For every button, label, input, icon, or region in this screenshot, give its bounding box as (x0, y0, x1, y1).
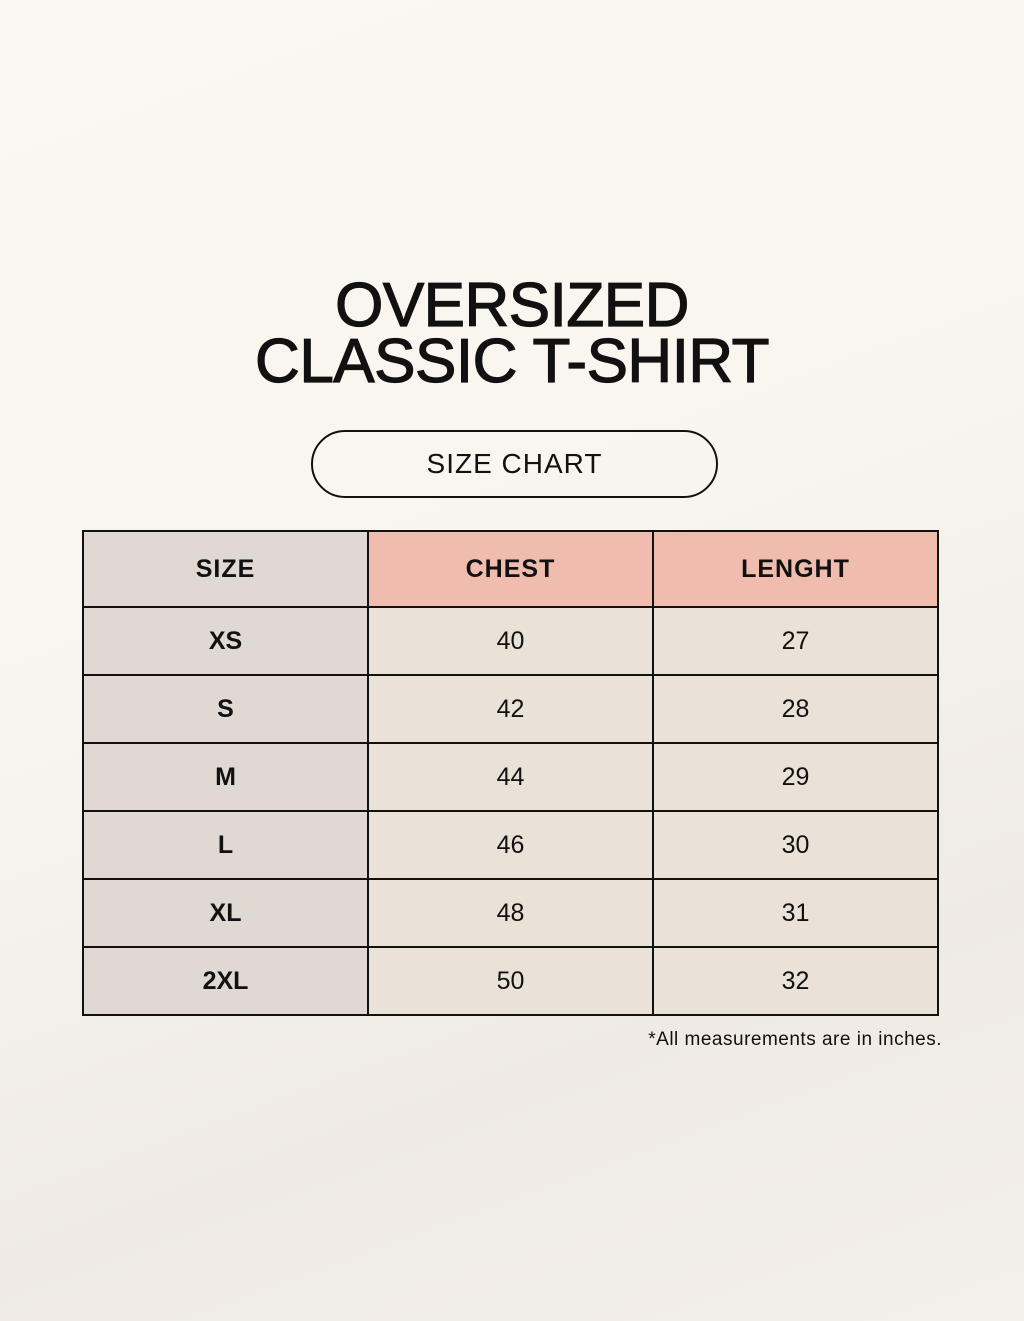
length-cell: 27 (652, 606, 939, 676)
length-cell: 31 (652, 878, 939, 948)
table-row: XS 40 27 (82, 606, 939, 676)
length-cell: 28 (652, 674, 939, 744)
chest-cell: 42 (367, 674, 654, 744)
length-cell: 32 (652, 946, 939, 1016)
table-row: S 42 28 (82, 674, 939, 744)
size-cell: L (82, 810, 369, 880)
length-cell: 29 (652, 742, 939, 812)
table-header-row: SIZE CHEST LENGHT (82, 530, 939, 608)
header-chest: CHEST (367, 530, 654, 608)
size-cell: XS (82, 606, 369, 676)
title-line-1: OVERSIZED (334, 271, 689, 340)
chest-cell: 46 (367, 810, 654, 880)
chest-cell: 50 (367, 946, 654, 1016)
title-line-2: CLASSIC T-SHIRT (254, 327, 770, 396)
table-row: L 46 30 (82, 810, 939, 880)
chest-cell: 40 (367, 606, 654, 676)
chest-cell: 48 (367, 878, 654, 948)
size-cell: XL (82, 878, 369, 948)
header-length: LENGHT (652, 530, 939, 608)
table-row: 2XL 50 32 (82, 946, 939, 1016)
size-cell: 2XL (82, 946, 369, 1016)
table-row: M 44 29 (82, 742, 939, 812)
header-size: SIZE (82, 530, 369, 608)
size-cell: M (82, 742, 369, 812)
footnote: *All measurements are in inches. (648, 1029, 942, 1050)
length-cell: 30 (652, 810, 939, 880)
page-title: OVERSIZED CLASSIC T-SHIRT (0, 271, 1024, 396)
size-chart-badge: SIZE CHART (311, 430, 718, 498)
size-cell: S (82, 674, 369, 744)
size-table: SIZE CHEST LENGHT XS 40 27 S 42 28 M 44 29 L 46 30 X… (82, 530, 939, 1016)
table-row: XL 48 31 (82, 878, 939, 948)
chest-cell: 44 (367, 742, 654, 812)
